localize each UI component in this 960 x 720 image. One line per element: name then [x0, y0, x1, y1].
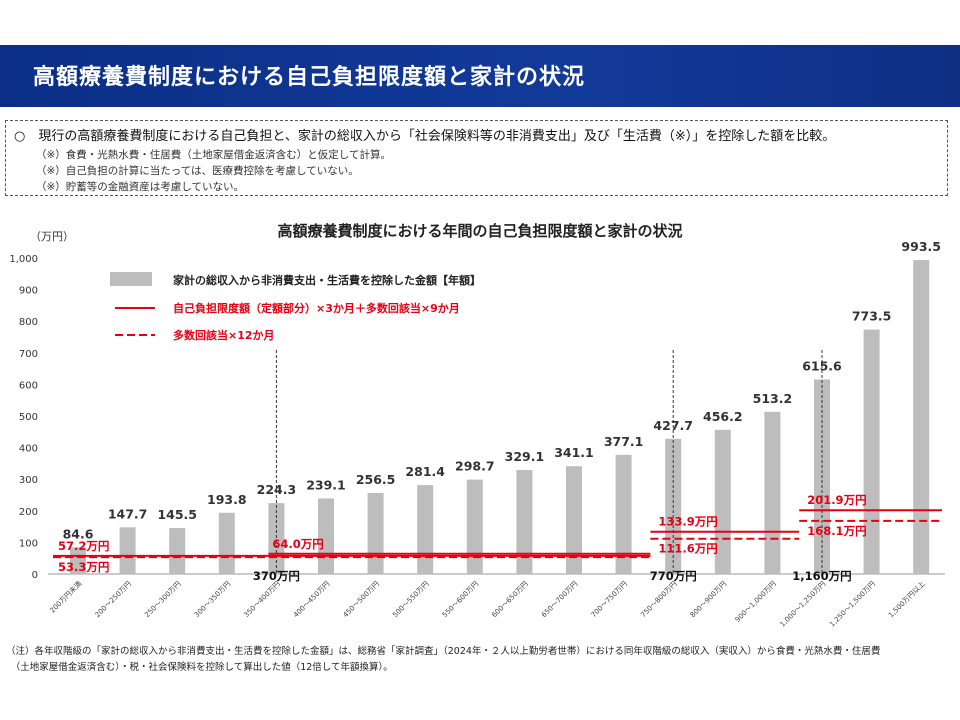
note-box: ○ 現行の高額療養費制度における自己負担と、家計の総収入から「社会保険料等の非消… — [5, 120, 948, 196]
bar-value-label: 993.5 — [901, 239, 941, 254]
bar — [566, 466, 582, 574]
bar — [863, 329, 880, 574]
x-tick-label: 550～600万円 — [441, 580, 480, 619]
bar-value-label: 224.3 — [257, 482, 297, 497]
y-axis-label: （万円） — [30, 230, 74, 243]
bar — [417, 485, 434, 574]
bar-value-label: 773.5 — [852, 309, 892, 324]
x-tick-label: 800～900万円 — [689, 580, 728, 619]
threshold-label: 770万円 — [650, 569, 697, 583]
y-tick-label: 200 — [19, 507, 38, 518]
bar — [218, 512, 235, 574]
bar — [367, 492, 384, 574]
x-tick-label: 200万円未満 — [48, 579, 84, 615]
y-tick-label: 800 — [19, 317, 38, 328]
y-tick-label: 600 — [19, 380, 38, 391]
x-tick-label: 600～650万円 — [490, 580, 529, 619]
bar-value-label: 193.8 — [207, 492, 247, 507]
legend-swatch-bar — [110, 272, 152, 286]
bar-value-label: 147.7 — [108, 506, 148, 521]
note-main: ○ 現行の高額療養費制度における自己負担と、家計の総収入から「社会保険料等の非消… — [14, 129, 836, 144]
bar — [70, 547, 86, 574]
bar-value-label: 329.1 — [505, 449, 545, 464]
x-tick-label: 1,500万円以上 — [886, 579, 926, 619]
legend-label: 多数回該当×12か月 — [173, 328, 275, 342]
limit-label: 168.1万円 — [807, 524, 866, 538]
x-tick-label: 450～500万円 — [342, 580, 381, 619]
bar-value-label: 281.4 — [405, 464, 445, 479]
note-sub-1: （※）食費・光熱水費・住居費（土地家屋借金返済含む）と仮定して計算。 — [36, 149, 391, 161]
x-tick-label: 900～1,000万円 — [734, 580, 778, 624]
threshold-label: 370万円 — [253, 569, 300, 583]
y-tick-label: 500 — [19, 412, 38, 423]
bar-value-label: 513.2 — [753, 391, 793, 406]
bar-value-label: 377.1 — [604, 434, 644, 449]
x-tick-label: 750～800万円 — [639, 580, 678, 619]
x-tick-label: 400～450万円 — [292, 580, 331, 619]
bar — [119, 527, 136, 574]
x-tick-label: 700～750万円 — [590, 580, 629, 619]
note-sub-2: （※）自己負担の計算に当たっては、医療費控除を考慮していない。 — [36, 165, 359, 177]
footnote-line-1: （注）各年収階級の「家計の総収入から非消費支出・生活費を控除した金額」は、総務省… — [6, 646, 881, 657]
page-title: 高額療養費制度における自己負担限度額と家計の状況 — [33, 65, 586, 90]
bar — [615, 454, 632, 574]
x-tick-label: 300～350万円 — [193, 580, 232, 619]
legend-label: 家計の総収入から非消費支出・生活費を控除した金額【年額】 — [173, 273, 481, 287]
y-tick-label: 100 — [19, 538, 38, 549]
x-tick-label: 1,000～1,250万円 — [779, 580, 828, 629]
y-tick-label: 0 — [32, 570, 38, 581]
limit-label: 133.9万円 — [658, 515, 717, 529]
y-tick-label: 400 — [19, 444, 38, 455]
y-tick-label: 700 — [19, 349, 38, 360]
chart: 高額療養費制度における年間の自己負担限度額と家計の状況 （万円） 0 100 200 30… — [9, 222, 945, 629]
limit-label: 201.9万円 — [807, 493, 866, 507]
x-tick-label: 250～300万円 — [143, 580, 182, 619]
chart-title: 高額療養費制度における年間の自己負担限度額と家計の状況 — [277, 222, 682, 240]
threshold-label: 1,160万円 — [792, 569, 851, 583]
bar — [169, 528, 186, 574]
bar-value-label: 341.1 — [554, 445, 594, 460]
limit-label: 57.2万円 — [58, 539, 109, 553]
bar — [913, 260, 930, 574]
bar-value-label: 256.5 — [356, 472, 396, 487]
bar-value-label: 298.7 — [455, 459, 495, 474]
limit-label: 111.6万円 — [658, 542, 717, 556]
x-tick-label: 650～700万円 — [540, 580, 579, 619]
x-tick-label: 350～400万円 — [242, 580, 281, 619]
bar — [466, 479, 483, 574]
title-bar: 高額療養費制度における自己負担限度額と家計の状況 — [0, 45, 960, 107]
bar — [516, 470, 533, 574]
y-tick-label: 1,000 — [9, 254, 38, 265]
note-sub-3: （※）貯蓄等の金融資産は考慮していない。 — [36, 181, 244, 193]
x-tick-label: 200～250万円 — [94, 580, 133, 619]
limit-label: 64.0万円 — [272, 537, 323, 551]
x-tick-label: 1,250～1,500万円 — [828, 580, 877, 629]
y-tick-label: 900 — [19, 286, 38, 297]
limit-label: 53.3万円 — [58, 560, 109, 574]
legend-label: 自己負担限度額（定額部分）×3か月＋多数回該当×9か月 — [173, 301, 460, 315]
bar-value-label: 456.2 — [703, 409, 743, 424]
bar-value-label: 239.1 — [306, 477, 346, 492]
x-tick-label: 500～550万円 — [391, 580, 430, 619]
footnote: （注）各年収階級の「家計の総収入から非消費支出・生活費を控除した金額」は、総務省… — [6, 644, 880, 676]
bar-value-label: 84.6 — [63, 526, 94, 541]
bar-value-label: 145.5 — [157, 507, 197, 522]
y-tick-label: 300 — [19, 475, 38, 486]
bar — [764, 411, 781, 574]
footnote-line-2: （土地家屋借金返済含む）・税・社会保険料を控除して算出した値（12倍して年額換算… — [6, 662, 393, 673]
